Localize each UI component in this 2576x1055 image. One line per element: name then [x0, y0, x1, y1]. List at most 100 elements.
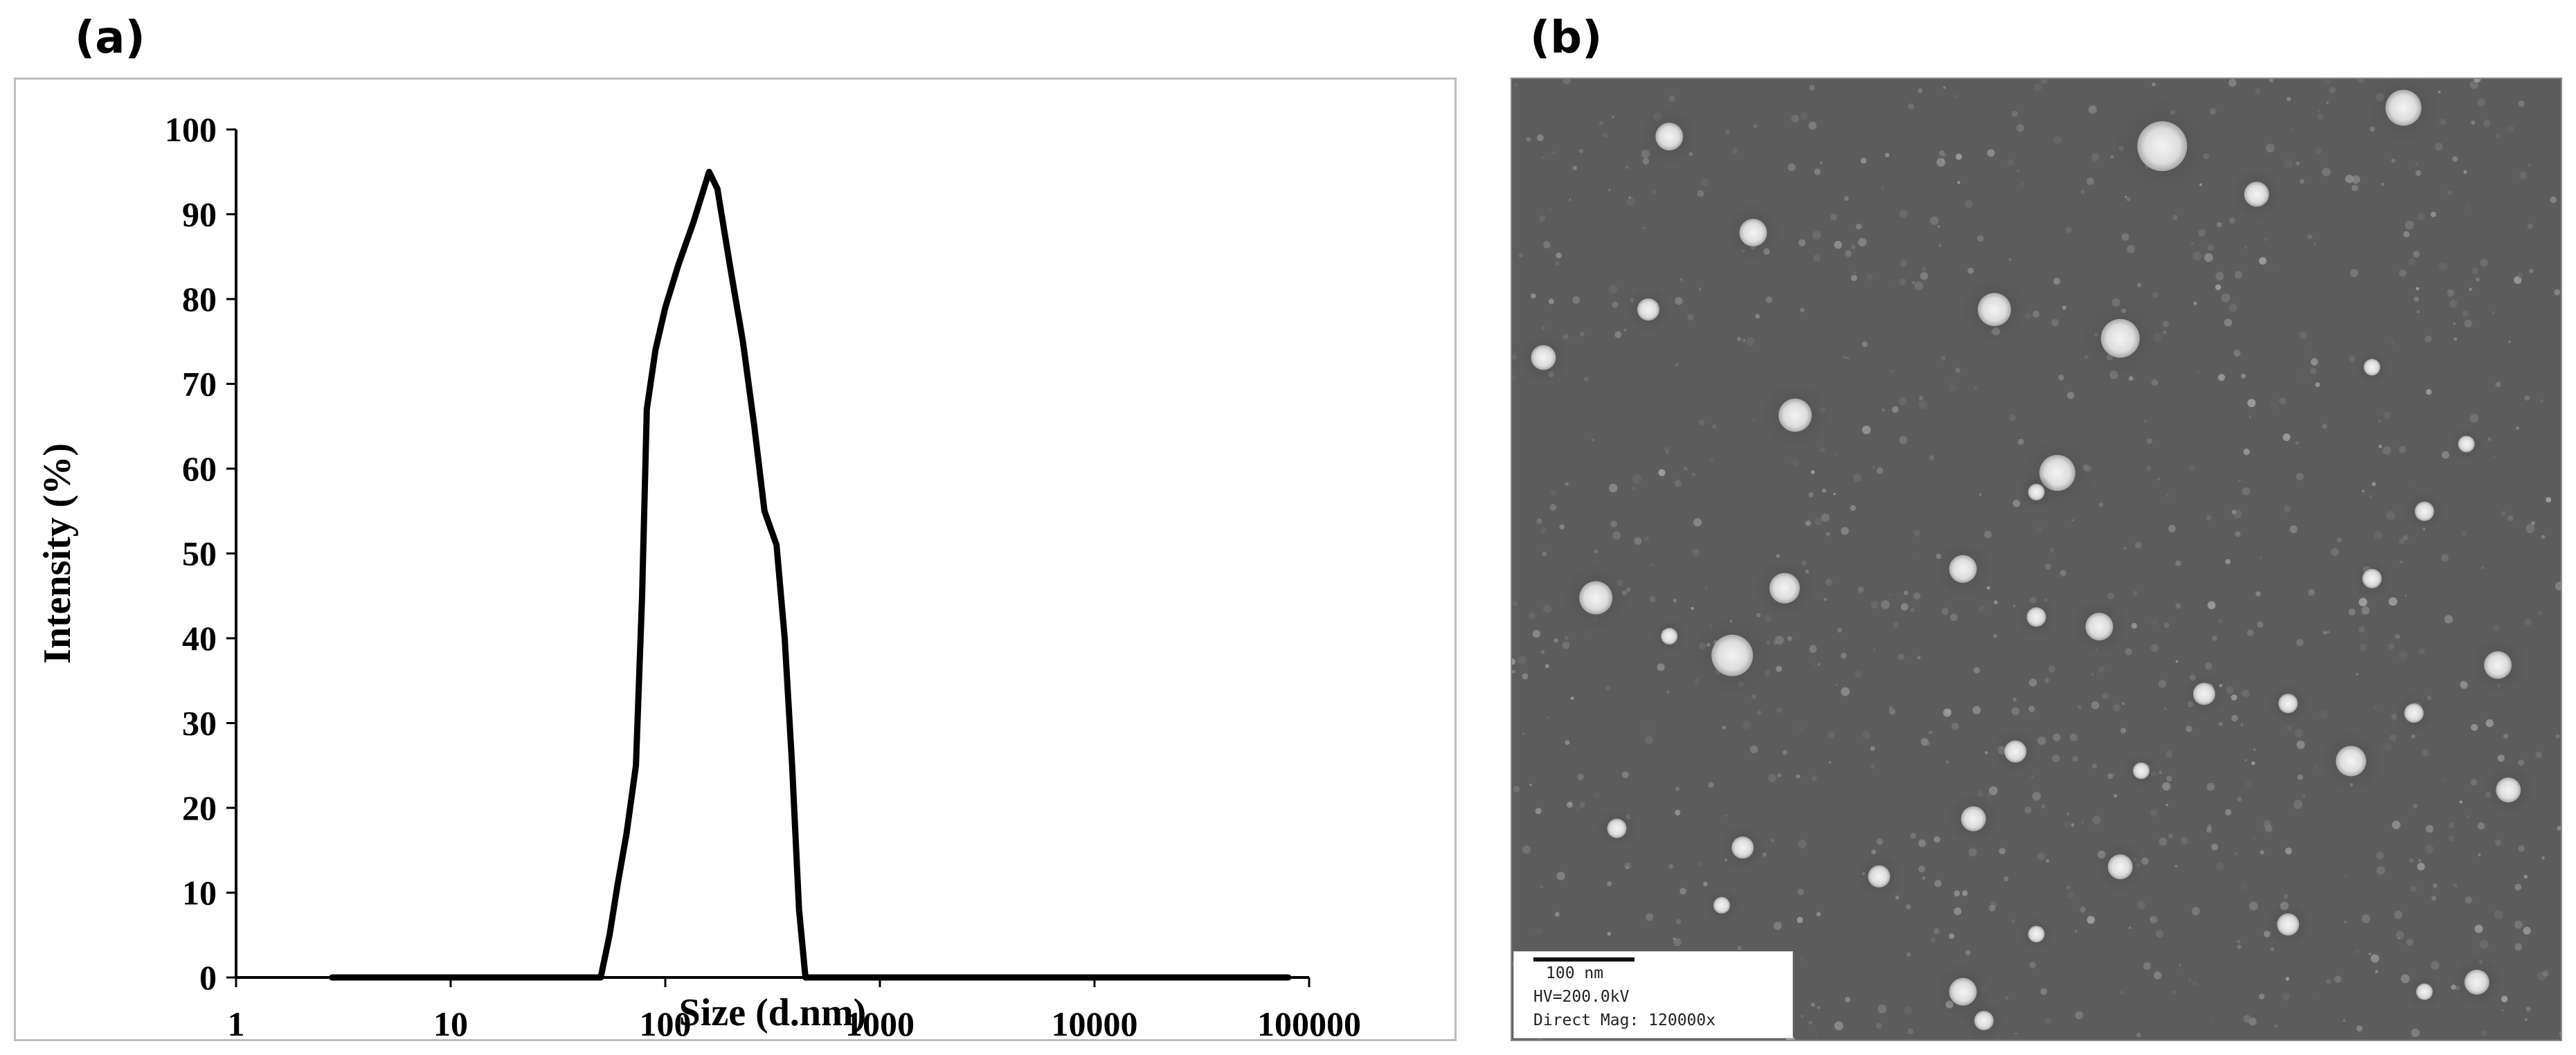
- speckle: [1776, 707, 1783, 713]
- speckle: [1910, 832, 1916, 839]
- speckle: [2215, 272, 2224, 281]
- speckle: [2300, 179, 2305, 184]
- speckle: [1594, 549, 1598, 554]
- speckle: [2496, 134, 2501, 138]
- speckle: [2260, 556, 2262, 559]
- speckle: [1562, 334, 1569, 340]
- speckle: [2134, 541, 2142, 549]
- speckle: [2255, 88, 2261, 95]
- speckle: [2373, 705, 2377, 709]
- speckle: [2270, 947, 2275, 951]
- speckle: [2107, 593, 2115, 599]
- speckle: [1840, 652, 1847, 659]
- speckle: [2412, 481, 2415, 484]
- speckle: [1914, 282, 1924, 291]
- speckle: [1870, 746, 1875, 751]
- speckle: [1809, 84, 1815, 91]
- speckle: [2518, 759, 2524, 766]
- speckle: [2503, 733, 2508, 739]
- speckle: [2190, 242, 2194, 245]
- speckle: [1828, 761, 1832, 764]
- speckle: [2231, 694, 2237, 701]
- speckle: [2071, 519, 2075, 522]
- speckle: [2469, 413, 2479, 423]
- speckle: [2012, 499, 2021, 507]
- speckle: [2453, 322, 2456, 325]
- speckle: [1724, 814, 1728, 817]
- speckle: [2195, 370, 2200, 375]
- speckle: [2371, 482, 2377, 487]
- speckle: [2289, 525, 2298, 534]
- speckle: [2411, 734, 2415, 739]
- speckle: [2238, 480, 2241, 483]
- speckle: [1805, 520, 1811, 527]
- speckle: [1877, 1004, 1886, 1013]
- nanoparticle: [2363, 359, 2381, 376]
- x-tick-label: 10: [433, 1004, 468, 1043]
- x-axis-title: Size (d.nm): [679, 991, 867, 1034]
- speckle: [1565, 482, 1569, 486]
- speckle: [2243, 1015, 2251, 1023]
- speckle: [2480, 1029, 2487, 1036]
- speckle: [1999, 847, 2006, 855]
- speckle: [2080, 906, 2086, 913]
- speckle: [1556, 252, 1562, 259]
- speckle: [1853, 474, 1862, 483]
- speckle: [1607, 932, 1612, 936]
- speckle: [2403, 231, 2410, 237]
- speckle: [1900, 259, 1908, 267]
- speckle: [1693, 518, 1702, 527]
- speckle: [2525, 524, 2535, 534]
- speckle: [2233, 517, 2236, 520]
- speckle: [1890, 369, 1894, 373]
- speckle: [1787, 163, 1796, 172]
- y-tick-label: 70: [182, 365, 217, 404]
- speckle: [2413, 804, 2417, 809]
- speckle: [2388, 597, 2397, 606]
- speckle: [1755, 314, 1760, 319]
- speckle: [2440, 554, 2449, 562]
- speckle: [2453, 883, 2458, 888]
- speckle: [2415, 162, 2419, 165]
- speckle: [1934, 880, 1942, 887]
- speckle: [2081, 820, 2084, 824]
- speckle: [2253, 838, 2255, 840]
- speckle: [2444, 615, 2453, 624]
- speckle: [2302, 374, 2305, 378]
- speckle: [1777, 773, 1781, 777]
- speckle: [2274, 263, 2277, 266]
- speckle: [2059, 573, 2063, 578]
- speckle: [2398, 651, 2408, 660]
- nanoparticle: [1607, 818, 1627, 838]
- speckle: [1895, 895, 1900, 900]
- speckle: [1554, 912, 1560, 917]
- speckle: [1817, 662, 1821, 666]
- speckle: [2329, 87, 2336, 94]
- speckle: [1683, 467, 1688, 471]
- nanoparticle: [1949, 977, 1977, 1006]
- nanoparticle: [2336, 746, 2366, 777]
- speckle: [2098, 502, 2104, 507]
- scale-bar-box: 100 nm HV=200.0kV Direct Mag: 120000x: [1513, 951, 1793, 1038]
- speckle: [2037, 737, 2046, 746]
- speckle: [2527, 223, 2533, 229]
- speckle: [2461, 531, 2467, 536]
- speckle: [1623, 329, 1626, 332]
- speckle: [2408, 258, 2416, 266]
- speckle: [2322, 424, 2327, 429]
- speckle: [2210, 1019, 2215, 1023]
- x-tick-label: 100000: [1257, 1004, 1361, 1043]
- speckle: [2155, 930, 2164, 938]
- speckle: [2381, 449, 2385, 453]
- speckle: [2386, 511, 2395, 521]
- speckle: [1697, 190, 1704, 197]
- speckle: [2439, 118, 2447, 125]
- speckle: [2384, 411, 2391, 419]
- speckle: [1791, 115, 1799, 123]
- speckle: [1782, 750, 1787, 755]
- speckle: [1948, 933, 1955, 939]
- y-tick-label: 100: [165, 110, 217, 149]
- speckle: [1974, 386, 1977, 389]
- speckle: [1833, 492, 1836, 496]
- speckle: [1943, 86, 1946, 89]
